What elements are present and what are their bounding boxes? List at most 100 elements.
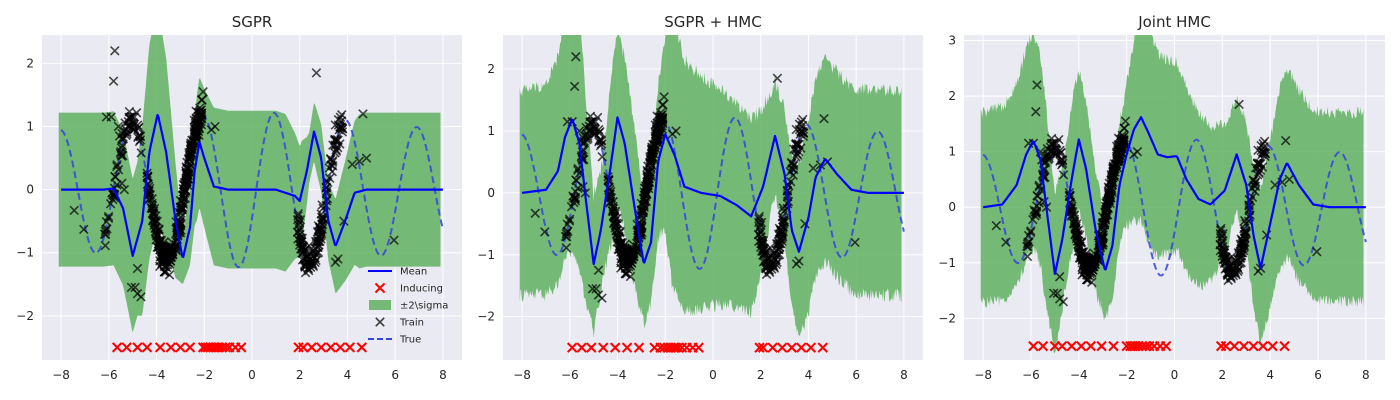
x-tick-label: −6	[1022, 368, 1040, 382]
train-point	[808, 163, 818, 173]
train-point	[573, 165, 583, 175]
legend-label: Mean	[400, 267, 427, 278]
train-point	[1022, 251, 1033, 262]
train-point	[608, 203, 619, 214]
train-point	[327, 157, 338, 168]
x-tick-label: 6	[391, 368, 399, 382]
train-point	[1073, 246, 1084, 257]
train-point	[136, 292, 146, 302]
train-point	[108, 194, 118, 205]
train-point	[178, 194, 189, 204]
inducing-point	[1220, 340, 1232, 352]
panel-2: SGPR + HMC −8 −6 −4 −2 0 2 4 6 8 −2 −1 0 1 2	[477, 13, 923, 382]
train-point	[113, 121, 124, 132]
train-point	[1025, 227, 1036, 238]
inducing-point	[757, 342, 769, 353]
train-point	[772, 257, 782, 268]
train-point	[180, 179, 190, 189]
train-point	[124, 112, 134, 123]
train-point	[1252, 158, 1263, 169]
train-point	[116, 146, 126, 157]
inducing-point	[121, 342, 132, 353]
train-point	[103, 213, 114, 224]
inducing-point	[796, 342, 807, 353]
train-point	[100, 229, 111, 240]
train-point	[794, 139, 804, 150]
train-point	[772, 73, 783, 84]
train-point	[850, 237, 860, 248]
panel-title: SGPR + HMC	[664, 13, 761, 31]
train-point	[656, 108, 666, 118]
y-tick-label: −1	[477, 248, 495, 262]
train-point	[1052, 288, 1063, 299]
inducing-point	[1160, 340, 1172, 352]
train-point	[337, 127, 348, 137]
legend-swatch-inducing	[374, 282, 386, 294]
y-tick-label: 3	[948, 34, 956, 48]
train-point	[196, 116, 206, 127]
train-point	[187, 144, 198, 155]
train-point	[147, 200, 158, 211]
train-point	[589, 125, 600, 136]
train-point	[347, 159, 357, 170]
train-point	[1034, 182, 1044, 192]
train-point	[361, 153, 372, 163]
train-point	[609, 218, 619, 229]
train-point	[303, 263, 314, 274]
train-point	[333, 254, 343, 264]
train-point	[1280, 135, 1291, 146]
train-point	[597, 293, 607, 303]
train-point	[593, 265, 604, 275]
train-point	[622, 252, 632, 263]
train-point	[1101, 207, 1111, 217]
train-point	[112, 161, 122, 172]
uncertainty-band	[58, 35, 441, 333]
train-point	[1258, 138, 1268, 149]
inducing-point	[1028, 340, 1039, 352]
train-point	[1120, 116, 1131, 126]
train-point	[294, 240, 305, 250]
train-point	[1067, 206, 1078, 217]
train-point	[991, 220, 1002, 231]
train-point	[585, 117, 595, 127]
inducing-point	[1096, 340, 1107, 352]
train-point	[117, 178, 127, 189]
train-point	[1113, 149, 1124, 159]
train-point	[185, 156, 196, 167]
x-tick-label: −8	[513, 368, 531, 382]
train-point	[1226, 272, 1236, 282]
train-point	[1217, 231, 1227, 241]
train-point	[1073, 229, 1083, 240]
train-point	[1102, 197, 1112, 208]
train-point	[1236, 257, 1246, 268]
y-tick-label: −2	[938, 311, 956, 325]
train-point	[561, 229, 572, 239]
panel-3: Joint HMC −8 −6 −4 −2 0 2 4 6 8 −2 −1 0 1 2 3	[938, 13, 1385, 382]
train-point	[164, 270, 175, 280]
y-tick-label: 2	[26, 56, 34, 70]
train-point	[1110, 167, 1120, 177]
inducing-point	[344, 342, 356, 353]
mean-line	[982, 116, 1366, 275]
train-point	[114, 131, 125, 141]
train-point	[354, 156, 365, 166]
inducing-point	[1279, 340, 1290, 352]
train-point	[161, 250, 171, 261]
train-point	[597, 152, 607, 162]
train-point	[1250, 178, 1260, 188]
uncertainty-band	[519, 35, 902, 338]
train-point	[210, 121, 220, 132]
legend-swatch-train	[375, 317, 385, 327]
train-point	[1066, 206, 1076, 217]
train-point	[608, 206, 618, 217]
train-point	[779, 215, 789, 225]
mean-line	[60, 113, 444, 258]
x-tick-label: 4	[344, 368, 352, 382]
train-point	[1070, 229, 1081, 240]
inducing-point	[1267, 340, 1278, 352]
train-point	[1023, 241, 1033, 252]
train-point	[785, 176, 796, 187]
train-point	[100, 226, 111, 237]
train-points	[991, 80, 1322, 307]
train-point	[594, 135, 605, 145]
